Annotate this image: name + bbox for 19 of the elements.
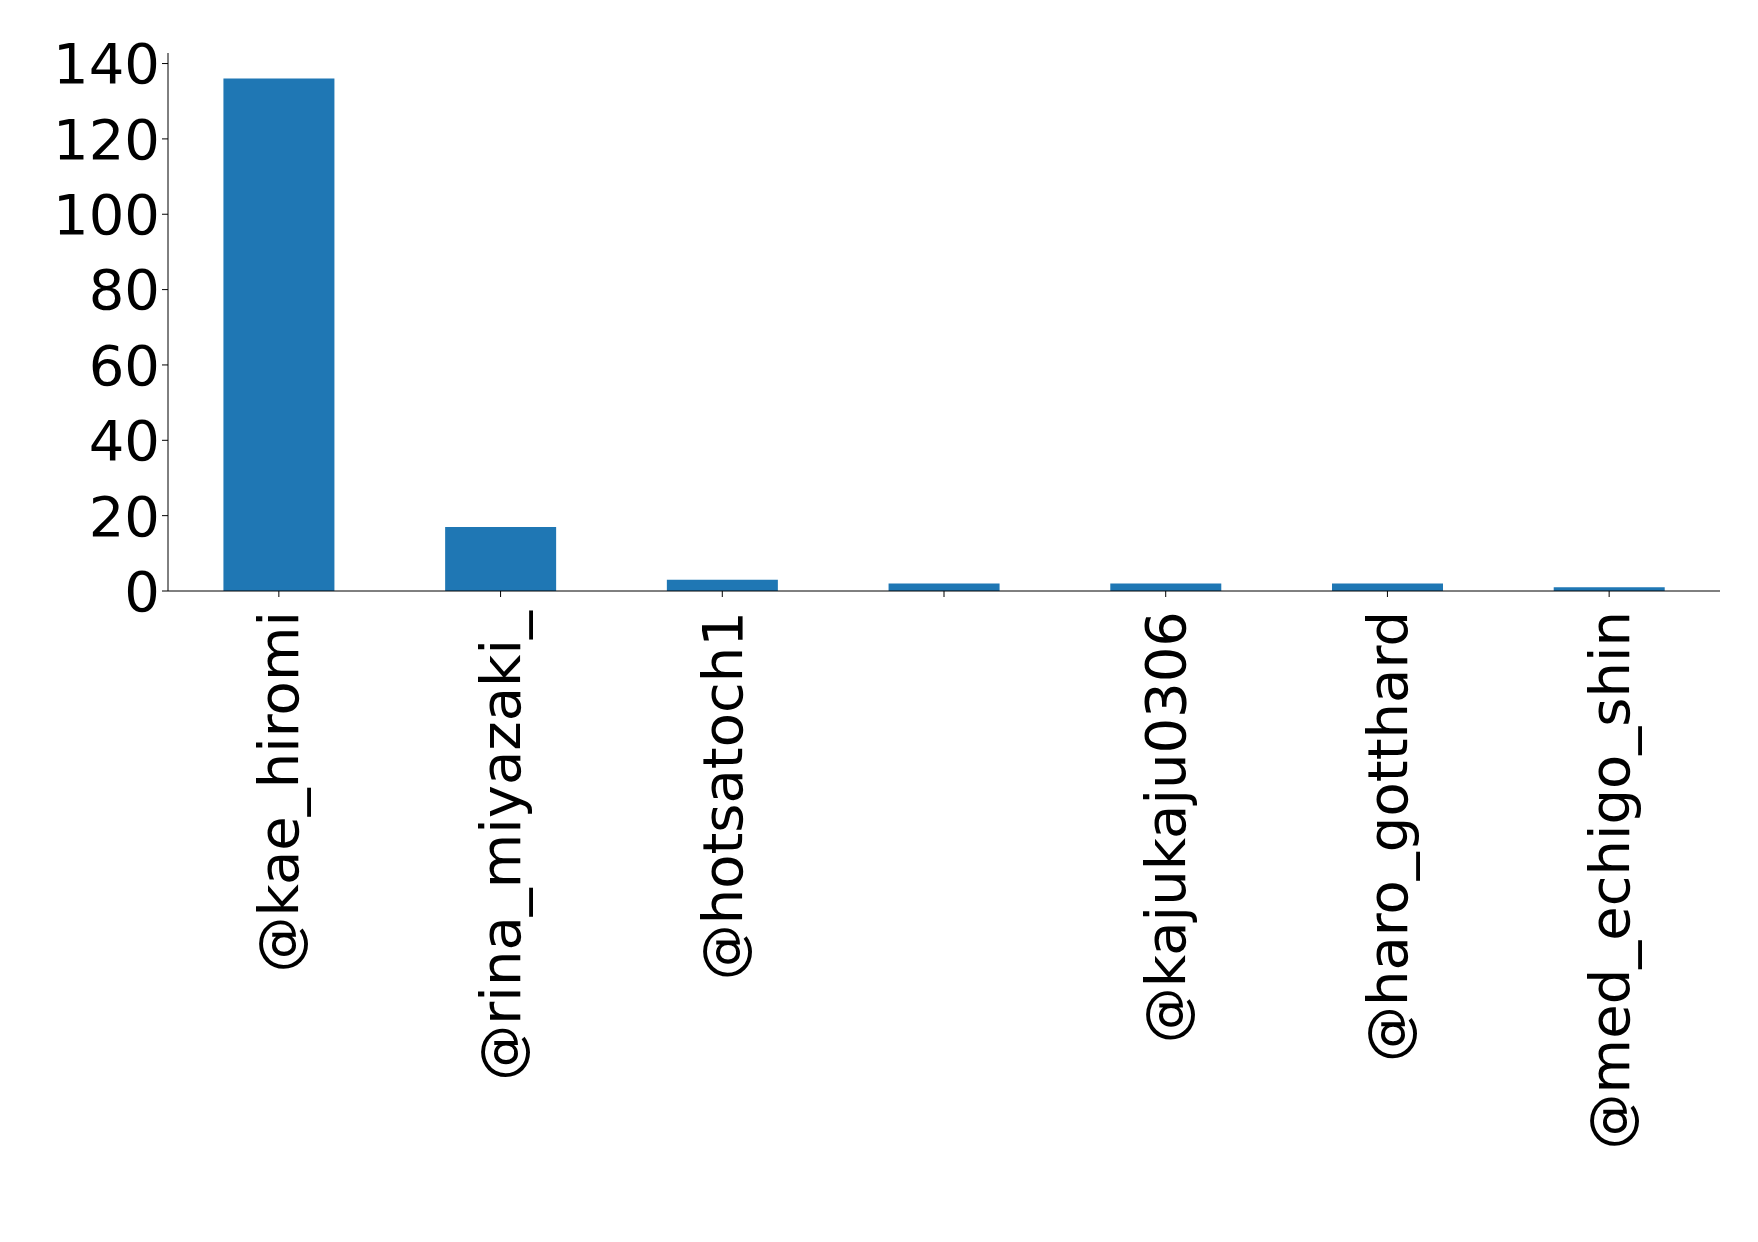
x-tick-label: @hotsatoch1 [689, 611, 755, 981]
y-tick-label: 140 [53, 31, 160, 97]
x-tick-label: @rina_miyazaki_ [468, 610, 534, 1081]
bar [445, 526, 557, 591]
x-tick-label: @med_echigo_shin [1576, 611, 1642, 1150]
y-tick-label: 80 [88, 257, 160, 323]
y-tick-label: 40 [88, 408, 160, 474]
bar [1110, 583, 1222, 591]
x-tick-label: @haro_gotthard [1354, 611, 1420, 1062]
x-tick-label: @kae_hiromi [246, 611, 312, 973]
y-tick-label: 0 [124, 558, 160, 624]
bar [223, 78, 335, 591]
bar [1332, 583, 1443, 591]
y-tick-label: 100 [53, 182, 160, 248]
y-tick-label: 120 [53, 106, 160, 172]
x-tick-label: @kajukaju0306 [1133, 611, 1199, 1044]
bar [888, 583, 1000, 591]
y-tick-label: 20 [88, 483, 160, 549]
y-tick-label: 60 [88, 332, 160, 398]
